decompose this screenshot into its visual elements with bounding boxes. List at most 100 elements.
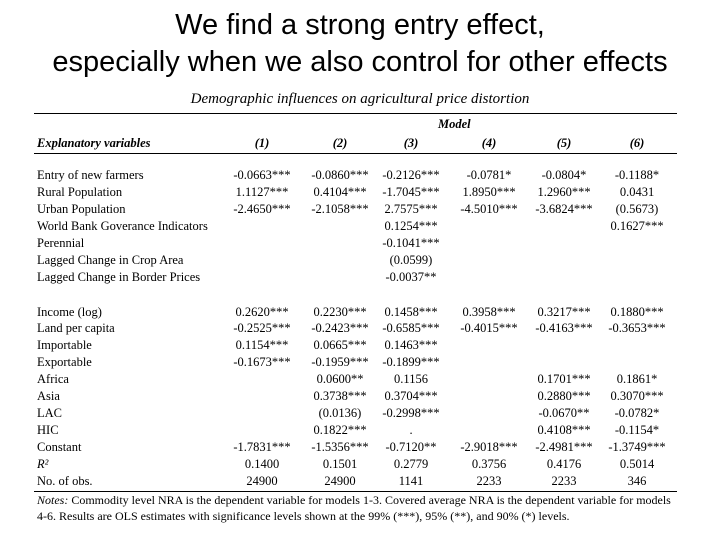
table-cell: -0.1673*** [233,355,291,369]
table-cell: 0.4104*** [313,185,367,199]
table-cell: -3.6824*** [535,202,593,216]
table-cell: 0.5014 [619,457,655,471]
table-cell: 1.1127*** [235,185,289,199]
table-cell: 0.1822*** [313,423,367,437]
table-cell: 0.1880*** [610,305,664,319]
table-cell: -0.1959*** [311,355,369,369]
row-label: No. of obs. [37,474,93,488]
notes-text: Commodity level NRA is the dependent var… [37,493,671,523]
table-top-rule [34,113,677,114]
table-cell: 0.2230*** [313,305,367,319]
column-header-1: (1) [254,136,270,150]
table-cell: 0.3217*** [537,305,591,319]
table-cell: 0.3756 [471,457,507,471]
table-cell: -1.7045*** [382,185,440,199]
table-cell: -0.0663*** [233,168,291,182]
row-label: Land per capita [37,321,115,335]
table-cell: (0.5673) [615,202,659,216]
table-cell: 0.0665*** [313,338,367,352]
table-cell: 1.2960*** [537,185,591,199]
table-cell: 2233 [551,474,577,488]
table-cell: -0.0860*** [311,168,369,182]
row-label: Lagged Change in Border Prices [37,270,201,284]
column-header-3: (3) [403,136,419,150]
table-cell: . [409,423,413,437]
table-cell: 0.3070*** [610,389,664,403]
table-cell: 0.1254*** [384,219,438,233]
table-cell: 346 [627,474,647,488]
row-label: Exportable [37,355,92,369]
row-label: Rural Population [37,185,123,199]
row-label: Entry of new farmers [37,168,144,182]
table-cell: 0.1627*** [610,219,664,233]
table-cell: 0.4108*** [537,423,591,437]
row-label: HIC [37,423,59,437]
table-cell: -2.9018*** [460,440,518,454]
table-cell: 0.3704*** [384,389,438,403]
table-cell: -0.4163*** [535,321,593,335]
table-cell: -2.4981*** [535,440,593,454]
row-label: R² [37,457,49,471]
table-cell: -0.0782* [614,406,660,420]
table-cell: 0.1154*** [235,338,289,352]
table-cell: -0.6585*** [382,321,440,335]
table-cell: 0.3958*** [462,305,516,319]
table-cell: -2.1058*** [311,202,369,216]
row-label: Urban Population [37,202,126,216]
table-cell: -0.0670** [538,406,590,420]
column-header-4: (4) [481,136,497,150]
slide-title-line-1: We find a strong entry effect, [175,9,545,41]
table-bottom-rule [34,491,677,492]
table-cell: -0.1041*** [382,236,440,250]
table-cell: 0.1501 [322,457,358,471]
table-cell: -0.7120** [385,440,437,454]
table-cell: -2.4650*** [233,202,291,216]
column-header-5: (5) [556,136,572,150]
table-cell: -0.2126*** [382,168,440,182]
table-cell: 1.8950*** [462,185,516,199]
table-cell: (0.0136) [318,406,362,420]
table-cell: 0.1458*** [384,305,438,319]
table-cell: -0.0804* [541,168,587,182]
table-cell: 0.2779 [393,457,429,471]
header-rule [34,153,677,154]
table-cell: 0.1701*** [537,372,591,386]
table-cell: -0.2998*** [382,406,440,420]
row-label: Constant [37,440,82,454]
table-cell: 24900 [246,474,278,488]
row-label: LAC [37,406,62,420]
table-cell: -0.1188* [614,168,660,182]
row-label: World Bank Goverance Indicators [37,219,208,233]
table-cell: 0.1861* [616,372,658,386]
row-label: Perennial [37,236,85,250]
table-cell: -0.4015*** [460,321,518,335]
table-cell: 0.1400 [244,457,280,471]
table-cell: 0.3738*** [313,389,367,403]
table-cell: 24900 [324,474,356,488]
table-cell: -0.2525*** [233,321,291,335]
table-cell: -1.5356*** [311,440,369,454]
column-header-6: (6) [629,136,645,150]
table-cell: -1.3749*** [608,440,666,454]
table-cell: 2.7575*** [384,202,438,216]
table-cell: 0.1463*** [384,338,438,352]
table-cell: -0.1154* [614,423,660,437]
table-cell: -1.7831*** [233,440,291,454]
model-header: Model [438,117,471,131]
explanatory-variables-header: Explanatory variables [37,136,151,150]
table-cell: 0.0431 [619,185,655,199]
table-notes: Notes: Commodity level NRA is the depend… [37,492,677,524]
slide-title-line-2: especially when we also control for othe… [52,46,668,78]
table-cell: 0.1156 [394,372,428,386]
table-cell: 0.0600** [316,372,364,386]
table-cell: 0.2620*** [235,305,289,319]
row-label: Importable [37,338,92,352]
row-label: Asia [37,389,60,403]
table-cell: 0.4176 [546,457,582,471]
column-header-2: (2) [332,136,348,150]
table-cell: -0.1899*** [382,355,440,369]
row-label: Africa [37,372,69,386]
table-cell: -0.0781* [466,168,512,182]
table-cell: 2233 [476,474,502,488]
table-cell: -4.5010*** [460,202,518,216]
